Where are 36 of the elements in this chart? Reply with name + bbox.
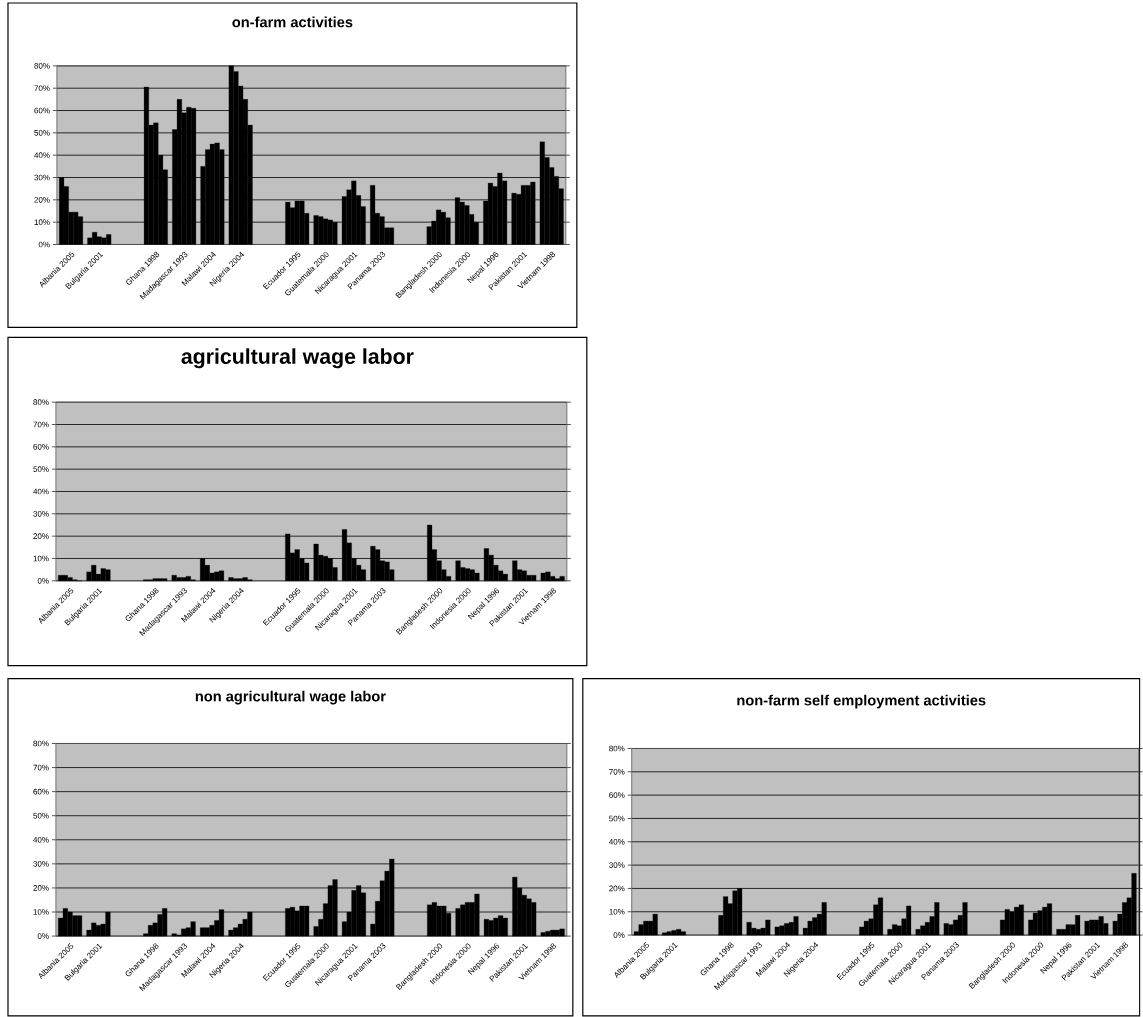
chart-title: non agricultural wage labor — [195, 690, 386, 705]
bar — [464, 902, 470, 937]
bar — [204, 927, 210, 937]
chart-title: non-farm self employment activities — [737, 694, 986, 709]
bar — [666, 931, 672, 936]
bar — [96, 236, 102, 245]
bar — [237, 923, 243, 937]
bar — [774, 926, 780, 936]
bar — [200, 927, 206, 937]
bar — [520, 185, 526, 245]
chart-title: on-farm activities — [232, 16, 353, 28]
chart-title: agricultural wage labor — [181, 348, 414, 369]
bar — [431, 902, 437, 937]
bar — [483, 919, 489, 937]
bar — [218, 570, 224, 581]
bar — [388, 227, 394, 245]
bar — [1065, 924, 1071, 936]
bar — [95, 925, 101, 937]
bar — [521, 570, 527, 581]
bar — [171, 575, 177, 581]
bar — [540, 932, 546, 937]
bar — [863, 921, 869, 936]
bar — [228, 577, 234, 581]
bar — [228, 929, 234, 937]
bar — [680, 931, 686, 936]
bar — [662, 932, 668, 936]
bar — [360, 569, 366, 581]
bar — [1056, 929, 1062, 936]
bar — [502, 917, 508, 937]
bar — [502, 574, 508, 581]
bar — [943, 923, 949, 936]
bar — [1084, 921, 1090, 936]
bar — [289, 907, 295, 937]
bar — [755, 929, 761, 936]
bar — [171, 933, 177, 937]
bar — [915, 929, 921, 936]
